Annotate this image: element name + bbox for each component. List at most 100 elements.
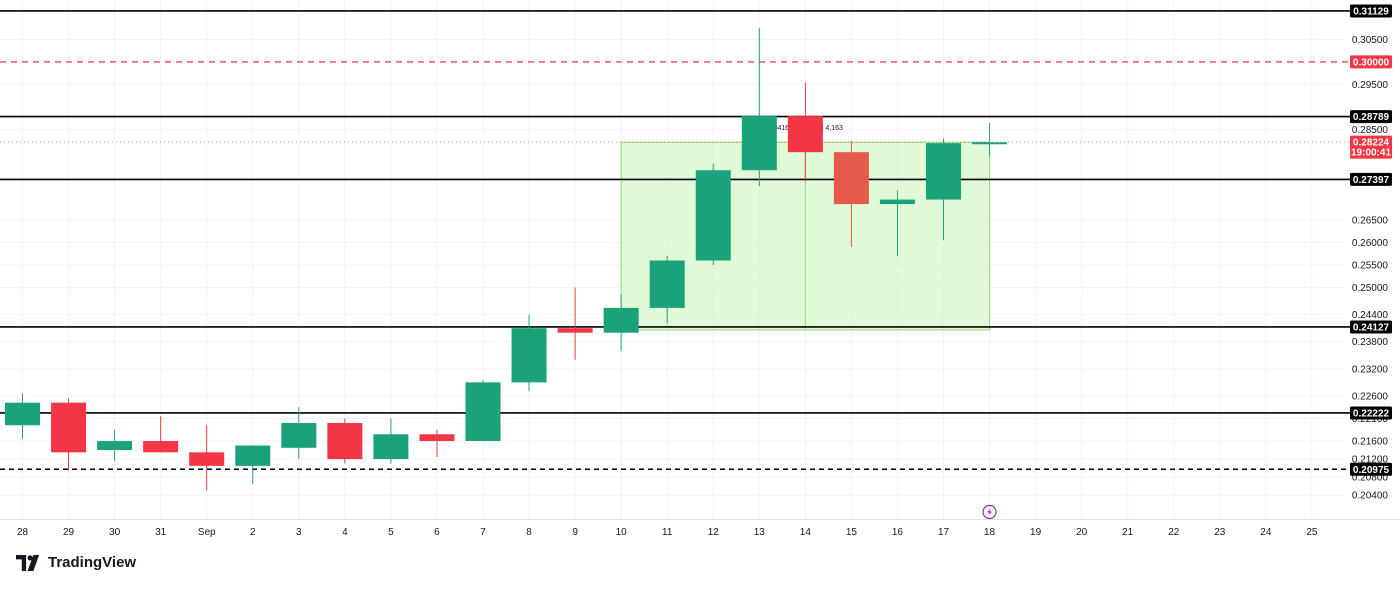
candle[interactable] xyxy=(741,28,777,187)
candle-body[interactable] xyxy=(695,170,731,261)
candle[interactable] xyxy=(787,82,823,182)
level-price-badge[interactable]: 0.22222 xyxy=(1350,406,1392,420)
event-markers[interactable] xyxy=(982,504,997,520)
price-axis-tick-label: 0.26000 xyxy=(1352,238,1389,249)
candle-body[interactable] xyxy=(97,441,133,451)
level-price-badge[interactable]: 0.24127 xyxy=(1350,320,1392,334)
candle-body[interactable] xyxy=(879,199,915,205)
tradingview-logo-icon xyxy=(16,554,40,571)
candle-body[interactable] xyxy=(833,152,869,205)
level-price-badge-label: 0.30000 xyxy=(1353,57,1390,68)
time-axis-tick-label: 4 xyxy=(342,527,348,538)
candle-body[interactable] xyxy=(603,307,639,333)
candle-body[interactable] xyxy=(281,422,317,448)
time-axis-tick-label: 22 xyxy=(1168,527,1180,538)
tradingview-logo[interactable]: TradingView xyxy=(16,554,136,571)
time-axis-tick-label: 15 xyxy=(846,527,858,538)
level-price-badge-bg xyxy=(1350,110,1392,124)
time-axis-tick-label: 5 xyxy=(388,527,394,538)
price-axis-tick-label: 0.23800 xyxy=(1352,337,1389,348)
level-price-badge-bg xyxy=(1350,55,1392,69)
level-price-badge[interactable]: 0.31129 xyxy=(1350,4,1392,18)
candle[interactable] xyxy=(879,190,915,256)
candle[interactable] xyxy=(327,418,363,464)
price-axis-tick-label: 0.20400 xyxy=(1352,491,1389,502)
level-price-badge[interactable]: 0.30000 xyxy=(1350,55,1392,69)
time-axis-tick-label: 21 xyxy=(1122,527,1134,538)
time-axis-tick-label: 14 xyxy=(800,527,812,538)
candle-body[interactable] xyxy=(189,452,225,466)
candle-body[interactable] xyxy=(649,260,685,308)
candle[interactable] xyxy=(649,255,685,324)
price-axis-tick-label: 0.22100 xyxy=(1352,414,1389,425)
candle-body[interactable] xyxy=(557,328,593,333)
time-axis-tick-label: 20 xyxy=(1076,527,1088,538)
candle[interactable] xyxy=(281,407,317,460)
price-axis-tick-label: 0.29500 xyxy=(1352,80,1389,91)
candle-body[interactable] xyxy=(419,434,455,442)
candle-body[interactable] xyxy=(143,441,179,453)
lightning-icon[interactable] xyxy=(982,504,997,520)
candle-body[interactable] xyxy=(51,402,87,453)
price-axis-tick-label: 0.24400 xyxy=(1352,310,1389,321)
candles[interactable] xyxy=(5,28,1008,491)
level-price-badge-label: 0.20975 xyxy=(1353,465,1390,476)
candle[interactable] xyxy=(695,163,731,266)
level-price-badge-bg xyxy=(1350,172,1392,186)
candle[interactable] xyxy=(465,380,501,442)
candle-body[interactable] xyxy=(787,116,823,153)
level-price-badge-bg xyxy=(1350,320,1392,334)
candle-body[interactable] xyxy=(465,382,501,442)
candle-body[interactable] xyxy=(511,328,547,383)
time-axis-tick-label: 23 xyxy=(1214,527,1226,538)
candle[interactable] xyxy=(972,122,1008,157)
candle-body[interactable] xyxy=(5,402,40,426)
current-price-label: 0.28224 xyxy=(1353,138,1390,149)
level-price-badge[interactable]: 0.27397 xyxy=(1350,172,1392,186)
candle-body[interactable] xyxy=(327,422,363,460)
candle[interactable] xyxy=(51,398,87,471)
candle-body[interactable] xyxy=(972,142,1008,145)
price-axis-tick-label: 0.30500 xyxy=(1352,35,1389,46)
price-axis[interactable]: 0.30500 0.29500 0.28500 0.26500 0.26000 0.255… xyxy=(1350,4,1392,502)
time-axis-tick-label: 18 xyxy=(984,527,996,538)
candle[interactable] xyxy=(833,140,869,247)
level-price-badge-bg xyxy=(1350,4,1392,18)
candle-body[interactable] xyxy=(373,434,409,460)
price-axis-tick-label: 0.20800 xyxy=(1352,473,1389,484)
candle[interactable] xyxy=(511,314,547,392)
level-price-badge[interactable]: 0.20975 xyxy=(1350,462,1392,476)
candle[interactable] xyxy=(557,287,593,360)
time-axis-tick-label: 9 xyxy=(572,527,578,538)
time-axis-tick-label: 25 xyxy=(1306,527,1318,538)
time-axis-tick-label: 3 xyxy=(296,527,302,538)
candle[interactable] xyxy=(926,138,961,241)
candle[interactable] xyxy=(603,294,639,351)
level-price-badge[interactable]: 0.28789 xyxy=(1350,110,1392,124)
price-axis-tick-label: 0.23200 xyxy=(1352,364,1389,375)
horizontal-levels[interactable] xyxy=(0,10,1350,471)
candle-body[interactable] xyxy=(926,143,961,200)
lightning-icon-bolt xyxy=(987,508,993,516)
candle-body[interactable] xyxy=(741,116,777,171)
time-axis-tick-label: 8 xyxy=(526,527,532,538)
time-axis[interactable]: 28 29 30 31 Sep 2 3 4 5 6 7 8 9 10 11 12 13 14 15 16 17 18 19 2… xyxy=(0,519,1400,539)
candle[interactable] xyxy=(5,393,40,439)
price-axis-tick-label: 0.28500 xyxy=(1352,125,1389,136)
candle[interactable] xyxy=(419,429,455,457)
time-axis-tick-label: 11 xyxy=(662,527,673,538)
candle[interactable] xyxy=(97,429,133,462)
price-axis-tick-label: 0.26500 xyxy=(1352,215,1389,226)
candle[interactable] xyxy=(189,425,225,491)
current-price-badge-bg xyxy=(1350,135,1392,159)
candle[interactable] xyxy=(235,445,271,484)
candle[interactable] xyxy=(373,418,409,464)
candle[interactable] xyxy=(143,416,179,453)
time-axis-tick-label: 16 xyxy=(892,527,904,538)
time-axis-tick-label: 10 xyxy=(616,527,628,538)
level-price-badge-label: 0.24127 xyxy=(1353,322,1390,333)
candle-body[interactable] xyxy=(235,445,271,466)
time-axis-tick-label: 12 xyxy=(708,527,720,538)
